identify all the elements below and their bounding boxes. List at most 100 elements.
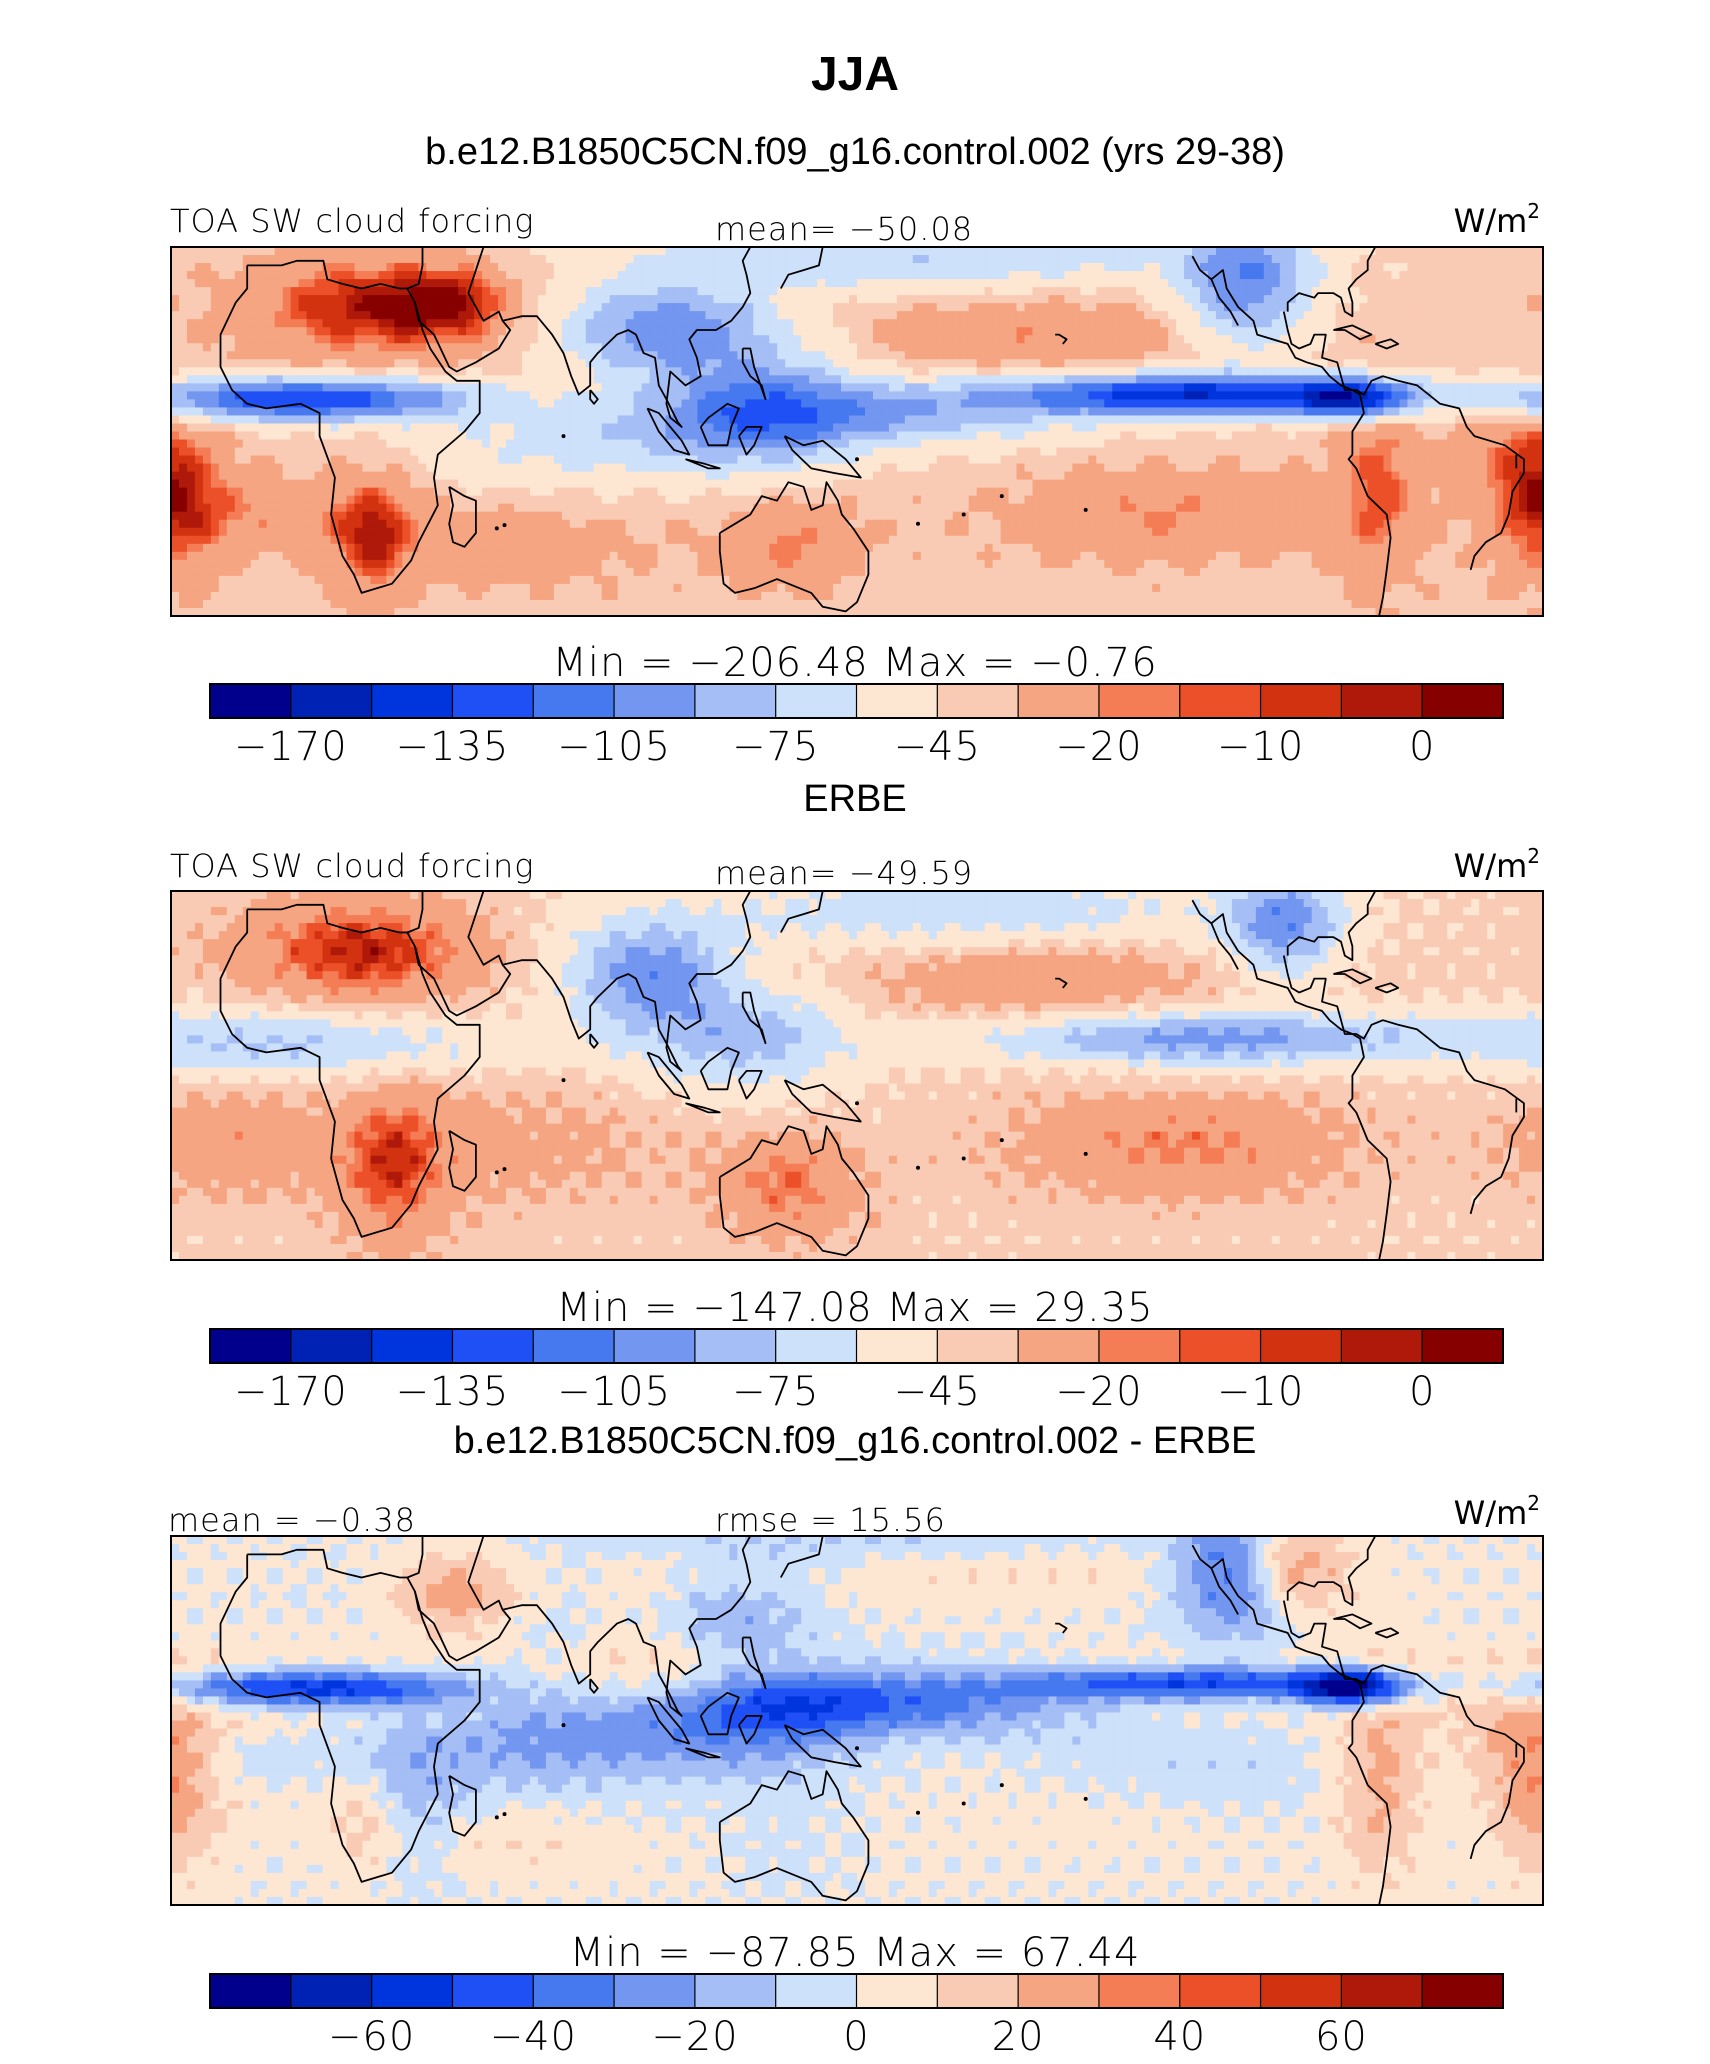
colorbar-box <box>532 683 616 719</box>
panel1-map-frame <box>170 246 1544 617</box>
colorbar-box <box>209 683 292 719</box>
colorbar-box <box>1340 1328 1424 1364</box>
colorbar-box <box>613 1328 696 1364</box>
figure-title: JJA <box>811 48 899 101</box>
colorbar-box <box>855 1973 939 2009</box>
colorbar-tick-label: −170 <box>234 1369 348 1415</box>
colorbar-box <box>1179 683 1262 719</box>
colorbar-box <box>1340 1973 1424 2009</box>
panel3-mean-label: mean = −0.38 <box>168 1501 416 1539</box>
colorbar-tick-label: −20 <box>1055 724 1142 770</box>
colorbar-box <box>694 1328 777 1364</box>
panel1-minmax: Min = −206.48 Max = −0.76 <box>552 640 1157 686</box>
colorbar-box <box>1179 1328 1262 1364</box>
colorbar-box <box>936 1328 1020 1364</box>
panel1-colorbar: −170 −135 −105 −75 −45 −20 −10 0 <box>209 683 1504 770</box>
colorbar-tick-label: 40 <box>1153 2014 1206 2060</box>
panel1-coastlines <box>219 247 1525 616</box>
colorbar-box <box>855 1328 939 1364</box>
panel2-variable-label: TOA SW cloud forcing <box>170 847 534 885</box>
colorbar-tick-label: 20 <box>992 2014 1045 2060</box>
panel-title-difference: b.e12.B1850C5CN.f09_g16.control.002 - ER… <box>454 1420 1257 1462</box>
panel2-colorbar: −170 −135 −105 −75 −45 −20 −10 0 <box>209 1328 1504 1415</box>
colorbar-box <box>532 1328 616 1364</box>
panel1-map <box>170 246 1544 617</box>
colorbar-tick-label: −10 <box>1217 1369 1304 1415</box>
colorbar-tick-label: 0 <box>843 2014 869 2060</box>
colorbar-tick-label: −40 <box>490 2014 577 2060</box>
panel2-minmax: Min = −147.08 Max = 29.35 <box>556 1285 1153 1331</box>
colorbar-box <box>209 1328 292 1364</box>
colorbar-box <box>1017 683 1100 719</box>
colorbar-tick-label: −105 <box>557 724 671 770</box>
colorbar-tick-label: −20 <box>651 2014 738 2060</box>
colorbar-box <box>936 683 1020 719</box>
colorbar-box <box>1259 683 1343 719</box>
panel3-rmse-label: rmse = 15.56 <box>715 1501 946 1539</box>
colorbar-box <box>1421 1328 1504 1364</box>
colorbar-box <box>1421 683 1504 719</box>
colorbar-box <box>694 683 777 719</box>
colorbar-box <box>694 1973 777 2009</box>
colorbar-tick-label: 0 <box>1409 724 1435 770</box>
panel2-map <box>170 890 1544 1261</box>
panel3-map <box>170 1535 1544 1906</box>
colorbar-box <box>1098 683 1181 719</box>
colorbar-tick-label: −75 <box>732 724 819 770</box>
colorbar-tick-label: −45 <box>894 1369 981 1415</box>
colorbar-box <box>613 1973 696 2009</box>
panel-title-erbe: ERBE <box>803 778 906 820</box>
colorbar-box <box>1259 1328 1343 1364</box>
colorbar-tick-label: −135 <box>395 724 509 770</box>
panel3-minmax: Min = −87.85 Max = 67.44 <box>570 1930 1141 1976</box>
colorbar-box <box>775 1328 858 1364</box>
panel1-variable-label: TOA SW cloud forcing <box>170 202 534 240</box>
colorbar-box <box>290 1328 373 1364</box>
colorbar-box <box>209 1973 292 2009</box>
colorbar-box <box>936 1973 1020 2009</box>
colorbar-tick-label: 0 <box>1409 1369 1435 1415</box>
colorbar-tick-label: −20 <box>1055 1369 1142 1415</box>
colorbar-box <box>1421 1973 1504 2009</box>
colorbar-tick-label: −75 <box>732 1369 819 1415</box>
colorbar-box <box>290 683 373 719</box>
colorbar-box <box>371 683 454 719</box>
panel3-map-frame <box>170 1535 1544 1906</box>
panel1-mean-label: mean= −50.08 <box>715 210 973 248</box>
colorbar-tick-label: −60 <box>328 2014 415 2060</box>
colorbar-box <box>371 1973 454 2009</box>
panel2-units: W/m2 <box>1454 844 1540 885</box>
panel3-units: W/m2 <box>1454 1491 1540 1532</box>
colorbar-tick-label: −105 <box>557 1369 671 1415</box>
colorbar-box <box>1340 683 1424 719</box>
colorbar-box <box>371 1328 454 1364</box>
colorbar-box <box>613 683 696 719</box>
panel3-coastlines <box>219 1536 1525 1905</box>
colorbar-tick-label: −135 <box>395 1369 509 1415</box>
colorbar-box <box>775 1973 858 2009</box>
colorbar-box <box>855 683 939 719</box>
colorbar-tick-label: 60 <box>1315 2014 1368 2060</box>
colorbar-box <box>451 1328 535 1364</box>
colorbar-box <box>532 1973 616 2009</box>
colorbar-tick-label: −10 <box>1217 724 1304 770</box>
panel2-map-frame <box>170 890 1544 1261</box>
colorbar-box <box>1179 1973 1262 2009</box>
panel2-coastlines <box>219 891 1525 1260</box>
colorbar-tick-label: −170 <box>234 724 348 770</box>
colorbar-tick-label: −45 <box>894 724 981 770</box>
colorbar-box <box>1098 1328 1181 1364</box>
panel2-mean-label: mean= −49.59 <box>715 854 973 892</box>
colorbar-box <box>1259 1973 1343 2009</box>
colorbar-box <box>1017 1328 1100 1364</box>
colorbar-box <box>775 683 858 719</box>
colorbar-box <box>1017 1973 1100 2009</box>
panel3-colorbar: −60 −40 −20 0 20 40 60 <box>209 1973 1504 2060</box>
colorbar-box <box>1098 1973 1181 2009</box>
colorbar-box <box>290 1973 373 2009</box>
colorbar-box <box>451 1973 535 2009</box>
panel-title-model: b.e12.B1850C5CN.f09_g16.control.002 (yrs… <box>425 131 1285 173</box>
colorbar-box <box>451 683 535 719</box>
panel1-units: W/m2 <box>1454 199 1540 240</box>
